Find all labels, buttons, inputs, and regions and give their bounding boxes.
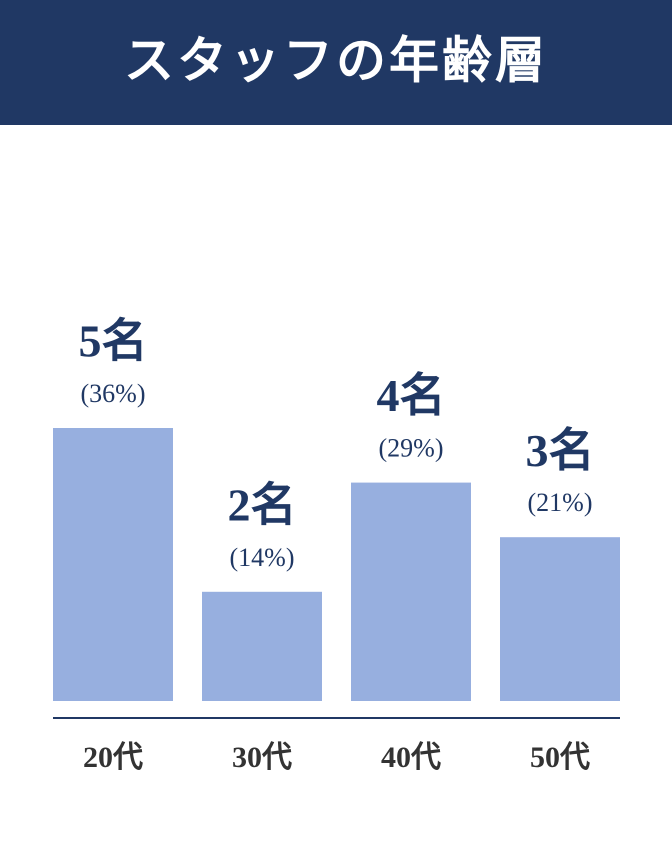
x-tick-label: 20代 <box>83 741 143 774</box>
x-tick-label: 30代 <box>232 741 292 774</box>
x-tick-label: 40代 <box>381 741 441 774</box>
share-label: (36%) <box>81 379 146 408</box>
bar <box>351 482 471 701</box>
value-label: 5名 <box>79 316 148 367</box>
header-band <box>0 0 672 125</box>
share-label: (14%) <box>230 543 295 572</box>
bar <box>202 591 322 701</box>
share-label: (21%) <box>528 488 593 517</box>
value-label: 4名 <box>377 370 446 421</box>
value-label: 3名 <box>526 425 595 476</box>
bar <box>500 537 620 701</box>
value-label: 2名 <box>228 479 297 530</box>
share-label: (29%) <box>379 434 444 463</box>
chart-title: スタッフの年齢層 <box>124 32 548 88</box>
x-tick-label: 50代 <box>530 741 590 774</box>
bar <box>53 428 173 701</box>
